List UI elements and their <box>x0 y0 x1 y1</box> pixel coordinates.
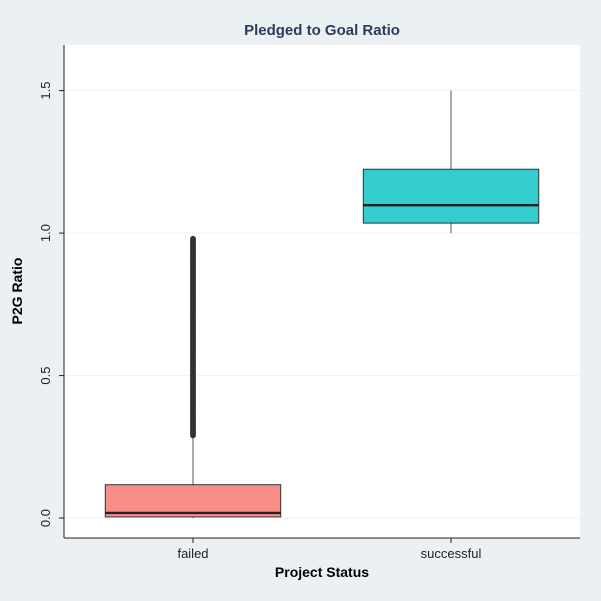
box-successful <box>362 168 540 224</box>
x-tick-label: successful <box>421 546 482 561</box>
boxes <box>104 90 540 519</box>
x-tick-label: failed <box>177 546 208 561</box>
ticks: 0.0 0.5 1.0 1.5 failed successful <box>38 82 481 561</box>
plot-panel <box>64 45 580 538</box>
x-axis-title: Project Status <box>275 564 369 580</box>
y-tick-label: 1.5 <box>38 82 53 100</box>
outlier-point <box>190 235 196 242</box>
grid-lines <box>64 90 580 519</box>
y-axis-title: P2G Ratio <box>9 258 25 325</box>
y-tick-label: 0.0 <box>38 509 53 527</box>
y-tick-label: 1.0 <box>38 224 53 242</box>
chart-title: Pledged to Goal Ratio <box>244 22 400 39</box>
y-tick-label: 0.5 <box>38 367 53 385</box>
box-failed <box>104 484 282 518</box>
